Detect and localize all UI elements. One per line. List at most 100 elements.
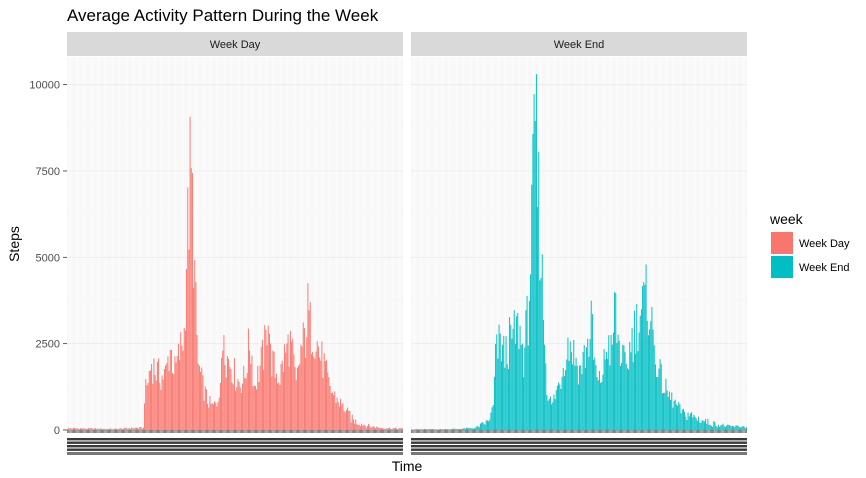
bar [541, 254, 543, 430]
bar [434, 429, 436, 430]
bar [224, 365, 226, 430]
bar [348, 410, 350, 430]
bar [69, 428, 71, 430]
bar [287, 334, 289, 430]
bar [307, 283, 309, 430]
bar [622, 344, 624, 430]
bar [586, 347, 588, 430]
bar [649, 329, 651, 430]
bar [427, 429, 429, 430]
bar [589, 339, 591, 430]
bar [68, 427, 70, 430]
bar [503, 335, 505, 430]
bar [462, 428, 464, 430]
bar [131, 427, 133, 430]
bar [340, 398, 342, 430]
bar [363, 424, 365, 430]
bar [373, 427, 375, 430]
bar [734, 427, 736, 430]
bar [527, 345, 529, 430]
bar [302, 322, 304, 430]
bar [219, 382, 221, 430]
bar [601, 381, 603, 430]
bar [343, 411, 345, 430]
facet-week-day: Week Day [67, 32, 403, 455]
bar [630, 352, 632, 430]
bar [321, 341, 323, 430]
bar [635, 353, 637, 430]
bar [298, 365, 300, 430]
x-tick-label-band [67, 438, 403, 441]
bar [575, 357, 577, 430]
bar [442, 429, 444, 430]
bar [184, 330, 186, 430]
bar [514, 343, 516, 430]
bar [566, 359, 568, 430]
bar [303, 328, 305, 430]
bar [361, 423, 363, 430]
bar [460, 429, 462, 430]
bar [173, 374, 175, 430]
bar [517, 312, 519, 430]
bar [478, 427, 480, 430]
bar [654, 364, 656, 430]
bar [582, 351, 584, 430]
bar [597, 380, 599, 430]
bar [583, 345, 585, 430]
bar [103, 428, 105, 430]
bar [205, 389, 207, 430]
bar [656, 376, 658, 430]
bar [120, 428, 122, 430]
bar [239, 387, 241, 430]
bar [625, 363, 627, 430]
bar [217, 401, 219, 430]
bar [116, 428, 118, 430]
bar [509, 317, 511, 430]
bar [709, 424, 711, 430]
bar [110, 428, 112, 430]
bar [534, 120, 536, 430]
bar [126, 428, 128, 430]
bar [533, 93, 535, 430]
bar [260, 346, 262, 430]
bar [419, 429, 421, 430]
bar [584, 367, 586, 430]
bar [375, 428, 377, 430]
bar [135, 427, 137, 430]
bar [379, 427, 381, 430]
bar [186, 268, 188, 430]
bar [678, 401, 680, 430]
bar [573, 339, 575, 430]
bar [512, 329, 514, 430]
bar [344, 412, 346, 430]
bar [78, 429, 80, 430]
bar [535, 74, 537, 430]
bar [568, 360, 570, 430]
bar [166, 363, 168, 430]
bar [134, 427, 136, 430]
bar [161, 375, 163, 430]
x-tick-label-band [67, 441, 403, 444]
bar [558, 382, 560, 430]
bar [238, 381, 240, 430]
bar [95, 428, 97, 430]
bar [232, 384, 234, 430]
bar [236, 387, 238, 430]
bar [315, 351, 317, 430]
bar [370, 427, 372, 430]
bar [359, 426, 361, 430]
bar [221, 357, 223, 430]
bar [580, 365, 582, 430]
bar [672, 407, 674, 430]
bar [707, 418, 709, 430]
bar [643, 281, 645, 430]
bar [300, 344, 302, 430]
bar [261, 339, 263, 430]
y-axis: 0 2500 5000 7500 10000 [29, 80, 67, 437]
bar [149, 370, 151, 430]
bar [652, 329, 654, 430]
bar [743, 426, 745, 430]
bar [246, 372, 248, 430]
bar [437, 429, 439, 431]
bar [421, 429, 423, 430]
